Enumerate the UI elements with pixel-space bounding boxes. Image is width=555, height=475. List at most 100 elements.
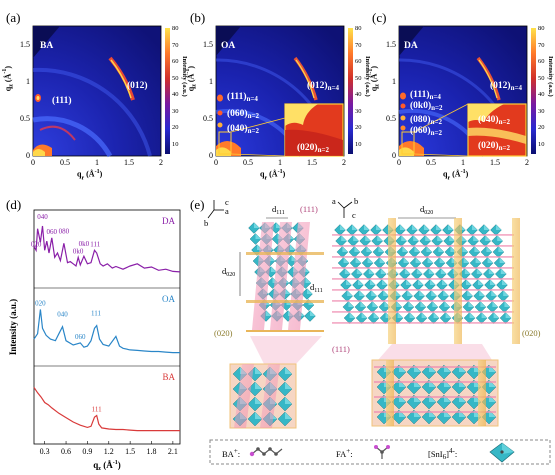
series-DA-line xyxy=(33,225,181,273)
peak-060-b-sub: n=2 xyxy=(248,112,260,120)
ytick-a-3: 1.5 xyxy=(20,39,30,49)
legend-ba: BA+: xyxy=(222,447,240,459)
svg-text:(060)n=2: (060)n=2 xyxy=(410,125,442,137)
left-d020-label: d020 xyxy=(222,266,235,278)
legend-box xyxy=(209,439,551,465)
peak-0k0-c-sub: n=2 xyxy=(431,104,443,112)
left-plane-020: (020) xyxy=(214,328,233,338)
peak-111-c-sub: n=4 xyxy=(430,93,442,101)
ytick-c-3: 1.5 xyxy=(386,39,396,49)
giwaxs-map-c: DA (012)n=4 (111)n=4 (0k0)n=2 (080)n=2 (… xyxy=(398,25,528,157)
svg-text:(080)n=2: (080)n=2 xyxy=(410,114,442,126)
peak-012-b: (012) xyxy=(307,80,328,91)
ytick-b-1: 0.5 xyxy=(203,113,213,123)
svg-text:(111)n=4: (111)n=4 xyxy=(227,91,258,103)
ytick-b-0: 0 xyxy=(209,151,213,160)
right-d111-label: d111 xyxy=(310,282,323,294)
xtick-c-4: 2 xyxy=(525,158,529,167)
crystal-schematic: c a b d111 (111) d020 (020) a b c d020 d… xyxy=(204,196,551,465)
xtick-b-0: 0 xyxy=(214,158,218,167)
xtick-c-2: 1 xyxy=(461,158,465,167)
left-plane-111: (111) xyxy=(300,204,318,214)
xtick-a-2: 1 xyxy=(95,158,99,167)
cbar-tick-b-0: 80 xyxy=(355,25,362,32)
xtick-d-2: 0.9 xyxy=(82,447,92,456)
series-BA-line xyxy=(33,387,180,432)
legend-sni6: [SnI6]4-: xyxy=(428,447,457,461)
svg-text:(012)n=4: (012)n=4 xyxy=(307,80,339,92)
peak-020-c: (020) xyxy=(478,140,499,151)
giwaxs-map-a: BA (111) (012) xyxy=(32,25,162,158)
giwaxs-panel-a: BA (111) (012) xyxy=(0,0,185,195)
peak-label-DA-0: 020 xyxy=(31,240,42,248)
ylabel-b: qz (Å-1) xyxy=(185,66,198,92)
series-OA-line xyxy=(33,309,180,354)
legend-fa: FA+: xyxy=(336,447,353,459)
ytick-b-3: 1.5 xyxy=(203,39,213,49)
xtick-a-0: 0 xyxy=(31,158,35,167)
xtick-b-2: 1 xyxy=(278,158,282,167)
peak-020-b: (020) xyxy=(297,142,318,153)
peak-label-OA-3: 111 xyxy=(91,310,101,318)
peak-040-b: (040) xyxy=(227,123,248,134)
xtick-b-4: 2 xyxy=(342,158,346,167)
xlabel-d: qz (Å-1) xyxy=(93,460,120,472)
xlabel-a: qr (Å-1) xyxy=(77,169,103,182)
peak-080-c-sub: n=2 xyxy=(431,118,443,126)
zoom-left xyxy=(229,336,322,429)
series-OA-label: OA xyxy=(162,294,175,304)
panel-label-a: (a) xyxy=(6,10,21,25)
cbar-tick-c-7: 10 xyxy=(538,141,545,149)
series-BA-label: BA xyxy=(162,372,175,382)
xtick-a-4: 2 xyxy=(159,158,163,167)
cbar-label-c: Intensity (a.u.) xyxy=(547,56,554,97)
left-d111-label: d111 xyxy=(272,204,285,216)
peak-label-DA-5: 0k0 xyxy=(79,240,90,248)
peak-label-OA-2: 060 xyxy=(75,333,86,341)
svg-text:(012)n=4: (012)n=4 xyxy=(490,80,522,92)
peak-label-OA-0: 020 xyxy=(35,299,46,307)
ytick-a-2: 1 xyxy=(26,76,30,86)
peak-label-DA-6: 111 xyxy=(90,240,100,248)
chart-frame xyxy=(33,209,181,445)
svg-text:(0k0)n=2: (0k0)n=2 xyxy=(410,100,443,112)
peak-111-b: (111) xyxy=(227,91,247,102)
cbar-tick-a-6: 20 xyxy=(172,124,179,132)
cbar-label-a: Intensity (a.u.) xyxy=(181,56,188,97)
cbar-tick-b-4: 40 xyxy=(355,91,362,99)
zoom-right xyxy=(371,344,499,427)
cbar-tick-c-3: 50 xyxy=(538,74,545,82)
peak-111-a: (111) xyxy=(52,95,72,106)
axis-a-right: a xyxy=(332,196,336,206)
xtick-c-3: 1.5 xyxy=(490,158,500,167)
peak-label-OA-1: 040 xyxy=(57,311,68,319)
panel-label-e: (e) xyxy=(190,197,205,212)
cbar-tick-c-4: 40 xyxy=(538,91,545,99)
peak-060-c-sub: n=2 xyxy=(431,129,443,137)
cbar-tick-a-2: 60 xyxy=(172,58,179,66)
giwaxs-map-b: OA (012)n=4 (111)n=4 (060)n=2 (040)n=2 (… xyxy=(215,25,345,157)
xtick-b-3: 1.5 xyxy=(307,158,317,167)
ytick-b-2: 1 xyxy=(209,76,213,86)
xtick-c-1: 0.5 xyxy=(426,158,436,167)
xtick-d-5: 1.8 xyxy=(147,447,157,456)
peak-040-c-sub: n=2 xyxy=(499,118,511,126)
ylabel-d: Intensity (a.u.) xyxy=(8,299,18,355)
peak-012-c-sub: n=4 xyxy=(511,84,523,92)
series-DA-label: DA xyxy=(162,216,175,226)
xtick-a-1: 0.5 xyxy=(60,158,70,167)
peak-012-b-sub: n=4 xyxy=(328,84,340,92)
peak-080-c: (080) xyxy=(410,114,431,125)
right-plane-111: (111) xyxy=(332,344,350,354)
peak-111-b-sub: n=4 xyxy=(247,95,259,103)
cbar-tick-c-2: 60 xyxy=(538,58,545,66)
ytick-a-1: 0.5 xyxy=(20,113,30,123)
svg-text:(040)n=2: (040)n=2 xyxy=(227,123,259,135)
peak-0k0-c: (0k0) xyxy=(410,100,431,111)
svg-text:(020)n=2: (020)n=2 xyxy=(297,142,329,154)
axis-triad-left: c a b xyxy=(204,197,229,228)
right-plane-020: (020) xyxy=(522,328,541,338)
xtick-b-1: 0.5 xyxy=(243,158,253,167)
panel-label-c: (c) xyxy=(372,10,387,25)
xtick-d-4: 1.5 xyxy=(125,447,135,456)
